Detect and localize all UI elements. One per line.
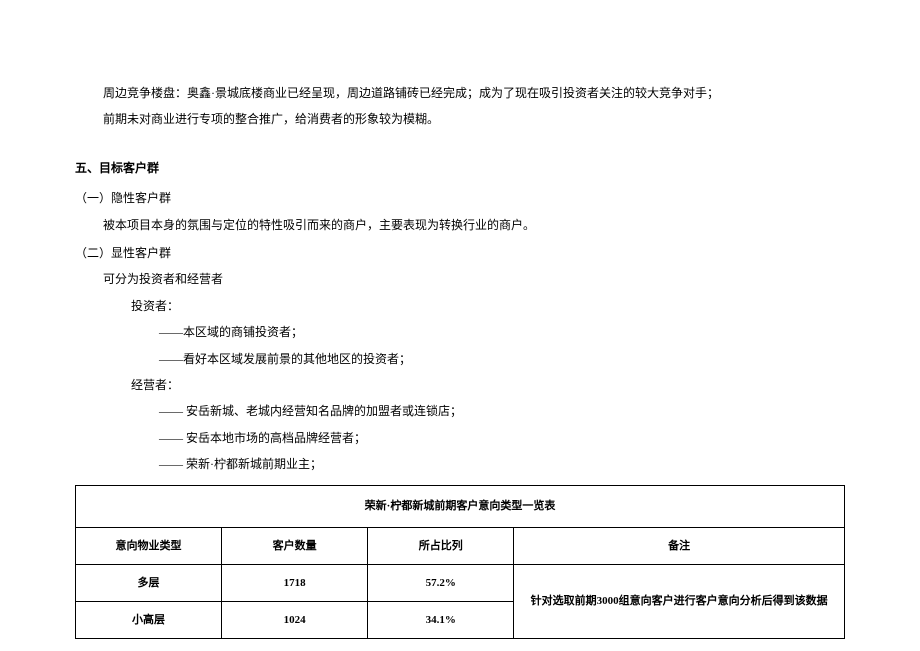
section-5-title: 五、目标客户群: [75, 155, 845, 181]
table-header-count: 客户数量: [222, 527, 368, 564]
intro-line-1: 周边竞争楼盘：奥鑫·景城底楼商业已经呈现，周边道路铺砖已经完成；成为了现在吸引投…: [75, 80, 845, 106]
table-header-ratio: 所占比列: [368, 527, 514, 564]
table-cell-note: 针对选取前期3000组意向客户进行客户意向分析后得到该数据: [514, 564, 845, 638]
operator-label: 经营者：: [75, 372, 845, 398]
investor-item-0: ——本区域的商铺投资者；: [75, 319, 845, 345]
operator-item-2: —— 荣新·柠都新城前期业主；: [75, 451, 845, 477]
subsection-1-body: 被本项目本身的氛围与定位的特性吸引而来的商户，主要表现为转换行业的商户。: [75, 212, 845, 238]
subsection-2-title: （二）显性客户群: [75, 240, 845, 266]
subsection-1-title: （一）隐性客户群: [75, 185, 845, 211]
table-cell-count: 1024: [222, 602, 368, 639]
operator-item-1: —— 安岳本地市场的高档品牌经营者；: [75, 425, 845, 451]
table-header-type: 意向物业类型: [76, 527, 222, 564]
table-row: 多层 1718 57.2% 针对选取前期3000组意向客户进行客户意向分析后得到…: [76, 564, 845, 601]
investor-label: 投资者：: [75, 293, 845, 319]
investor-item-1: ——看好本区域发展前景的其他地区的投资者；: [75, 346, 845, 372]
table-cell-ratio: 34.1%: [368, 602, 514, 639]
table-cell-type: 多层: [76, 564, 222, 601]
table-title-row: 荣新·柠都新城前期客户意向类型一览表: [76, 486, 845, 527]
subsection-2-body: 可分为投资者和经营者: [75, 266, 845, 292]
table-cell-count: 1718: [222, 564, 368, 601]
table-cell-type: 小高层: [76, 602, 222, 639]
intro-line-2: 前期未对商业进行专项的整合推广，给消费者的形象较为模糊。: [75, 106, 845, 132]
table-header-note: 备注: [514, 527, 845, 564]
document-page: 周边竞争楼盘：奥鑫·景城底楼商业已经呈现，周边道路铺砖已经完成；成为了现在吸引投…: [0, 0, 920, 639]
table-header-row: 意向物业类型 客户数量 所占比列 备注: [76, 527, 845, 564]
table-title: 荣新·柠都新城前期客户意向类型一览表: [76, 486, 845, 527]
customer-intent-table: 荣新·柠都新城前期客户意向类型一览表 意向物业类型 客户数量 所占比列 备注 多…: [75, 485, 845, 639]
table-cell-ratio: 57.2%: [368, 564, 514, 601]
operator-item-0: —— 安岳新城、老城内经营知名品牌的加盟者或连锁店；: [75, 398, 845, 424]
